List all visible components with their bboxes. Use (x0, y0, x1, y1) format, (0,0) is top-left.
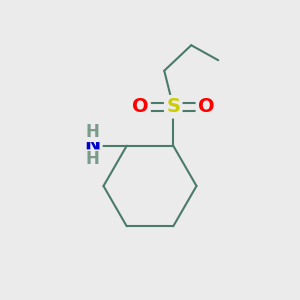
Text: S: S (166, 97, 180, 116)
Text: O: O (132, 97, 148, 116)
Text: H: H (85, 123, 99, 141)
Text: H: H (85, 150, 99, 168)
Text: O: O (198, 97, 214, 116)
Text: N: N (84, 136, 101, 155)
